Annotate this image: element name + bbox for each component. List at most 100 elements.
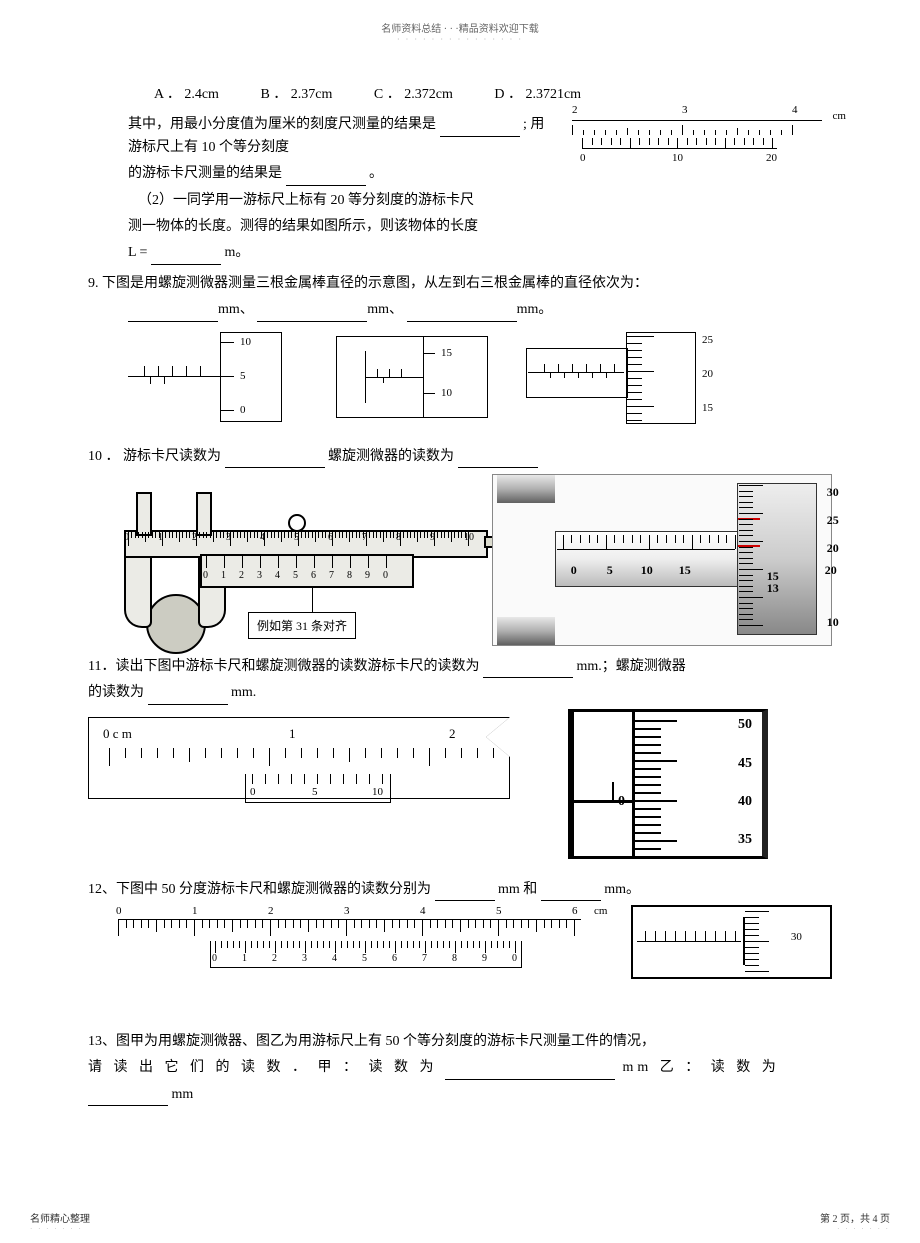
page-header: 名师资料总结 · · ·精品资料欢迎下载 · · · · · · · · · ·…: [88, 20, 832, 44]
vnum: 5: [312, 786, 318, 798]
footer-left: 名师精心整理: [30, 1210, 90, 1225]
slnum: 15: [679, 563, 691, 578]
q8-choices: A ． 2.4cm B ． 2.37cm C ． 2.372cm D ． 2.3…: [88, 84, 832, 106]
q8-line5: L = m。: [88, 242, 552, 264]
choice-a: A ． 2.4cm: [154, 84, 219, 106]
num: 2: [268, 905, 274, 917]
blank: [225, 453, 325, 468]
vernier-caliper: 例如第 31 条对齐 01234567891001234567890: [88, 474, 462, 644]
q12-vernier: 01234567890: [210, 941, 522, 968]
vnum: 0: [250, 786, 256, 798]
vnum: 10: [672, 152, 683, 164]
q8-l2b: 。: [369, 166, 383, 181]
q8-line3: （2）一同学用一游标尺上标有 20 等分刻度的游标卡尺: [88, 190, 552, 212]
q8-l1a: 其中，用最小分度值为厘米的刻度尺测量的结果是: [128, 117, 440, 132]
q12-ruler: 0 1 2 3 4 5 6 cm 01234567890: [118, 915, 601, 985]
blank: [435, 886, 495, 901]
q8-line1: 其中，用最小分度值为厘米的刻度尺测量的结果是 ; 用游标尺上有 10 个等分刻度: [88, 114, 552, 159]
vnum: 0: [580, 152, 586, 164]
q12-title: 12、下图中 50 分度游标卡尺和螺旋测微器的读数分别为 mm 和 mm。: [88, 879, 832, 901]
footer-right: 第 2 页，共 4 页: [820, 1210, 890, 1225]
q9b3: mm。: [517, 302, 553, 317]
q11-figures: 0 c m 1 2 0 5 10 50 45 40 35 0: [88, 709, 832, 859]
blank: [458, 453, 538, 468]
q11-micrometer: 50 45 40 35 0: [568, 709, 768, 859]
num: 2: [449, 726, 456, 742]
q8-l5a: L =: [128, 245, 151, 260]
blank: [541, 886, 601, 901]
callout-box: 例如第 31 条对齐: [248, 612, 356, 639]
num: 1: [289, 726, 296, 742]
q10-ta: 10 ． 游标卡尺读数为: [88, 449, 225, 464]
num: 3: [344, 905, 350, 917]
q13-l2: 请 读 出 它 们 的 读 数 ． 甲 ： 读 数 为 mm 乙 ： 读 数 为: [88, 1057, 832, 1079]
q11-title: 11．读出下图中游标卡尺和螺旋测微器的读数游标卡尺的读数为 mm.；螺旋测微器: [88, 656, 832, 678]
q9-blanks: mm、 mm、 mm。: [88, 299, 832, 321]
q11-ta: 11．读出下图中游标卡尺和螺旋测微器的读数游标卡尺的读数为: [88, 659, 483, 674]
q9-figures: 10 5 0 15 10: [128, 332, 832, 422]
q9-title: 9. 下图是用螺旋测微器测量三根金属棒直径的示意图，从左到右三根金属棒的直径依次…: [88, 273, 832, 295]
blank: [445, 1065, 615, 1080]
blank: [151, 250, 221, 265]
q11-ruler: 0 c m 1 2 0 5 10: [88, 717, 510, 799]
num: 30: [791, 931, 802, 943]
slnum: 0: [571, 563, 577, 578]
unit: cm: [594, 905, 607, 917]
header-top: 名师资料总结 · · ·精品资料欢迎下载: [88, 20, 832, 35]
num: 1: [192, 905, 198, 917]
q12-tc: mm。: [604, 882, 640, 897]
tnum: 0: [240, 404, 246, 416]
q8-l2a: 的游标卡尺测量的结果是: [128, 166, 286, 181]
num: 0 c m: [103, 726, 132, 742]
q13-l1: 13、图甲为用螺旋测微器、图乙为用游标尺上有 50 个等分刻度的游标卡尺测量工件…: [88, 1031, 832, 1053]
thnum: 30: [827, 485, 839, 500]
blank: [440, 122, 520, 137]
tnum: 20: [702, 368, 713, 380]
q12-figures: 0 1 2 3 4 5 6 cm 01234567890 30: [88, 905, 832, 995]
q11-tb: mm.；螺旋测微器: [576, 659, 685, 674]
ruler-small: 2 3 4 cm 0 10 20: [572, 110, 822, 170]
vnum: 20: [766, 152, 777, 164]
q8-l5b: m。: [224, 245, 249, 260]
q10-tb: 螺旋测微器的读数为: [328, 449, 458, 464]
tnum: 15: [702, 402, 713, 414]
q9b2: mm、: [367, 302, 403, 317]
q11-line2: 的读数为 mm.: [88, 682, 832, 704]
blank: [148, 690, 228, 705]
footer-right-sub: · · · · · · ·: [820, 1225, 890, 1233]
tnum: 5: [240, 370, 246, 382]
header-sub: · · · · · · · · · · · · · · ·: [88, 35, 832, 44]
thnum: 25: [827, 513, 839, 528]
slnum: 5: [607, 563, 613, 578]
micrometer-1: 10 5 0: [128, 332, 298, 422]
unit-cm: cm: [833, 110, 846, 122]
micrometer-2: 15 10: [336, 336, 488, 418]
lab: 50: [738, 717, 752, 733]
blank: [128, 307, 218, 322]
q10-title: 10 ． 游标卡尺读数为 螺旋测微器的读数为: [88, 446, 832, 468]
blank: [483, 663, 573, 678]
q9b1: mm、: [218, 302, 254, 317]
tnum: 10: [441, 387, 452, 399]
tnum: 10: [240, 336, 251, 348]
thnum: 20: [827, 541, 839, 556]
slnum: 10: [641, 563, 653, 578]
q13-l2a: 请 读 出 它 们 的 读 数 ． 甲 ： 读 数 为: [88, 1060, 445, 1075]
q8-figure: 2 3 4 cm 0 10 20: [552, 110, 832, 170]
q10-figures: 例如第 31 条对齐 01234567891001234567890 0 5 1…: [88, 474, 832, 646]
slnum: 20: [825, 563, 837, 578]
thnum: 10: [827, 615, 839, 630]
num: 5: [496, 905, 502, 917]
num: 4: [420, 905, 426, 917]
lab: 35: [738, 832, 752, 848]
q11-vernier: 0 5 10: [245, 774, 391, 803]
rnum: 4: [792, 104, 798, 116]
micrometer-3: 25 20 15: [526, 332, 726, 422]
rnum: 3: [682, 104, 688, 116]
blank: [257, 307, 367, 322]
choice-c: C ． 2.372cm: [374, 84, 453, 106]
lab: 45: [738, 756, 752, 772]
q12-ta: 12、下图中 50 分度游标卡尺和螺旋测微器的读数分别为: [88, 882, 435, 897]
choice-b: B ． 2.37cm: [260, 84, 332, 106]
q8-line2: 的游标卡尺测量的结果是 。: [88, 163, 552, 185]
